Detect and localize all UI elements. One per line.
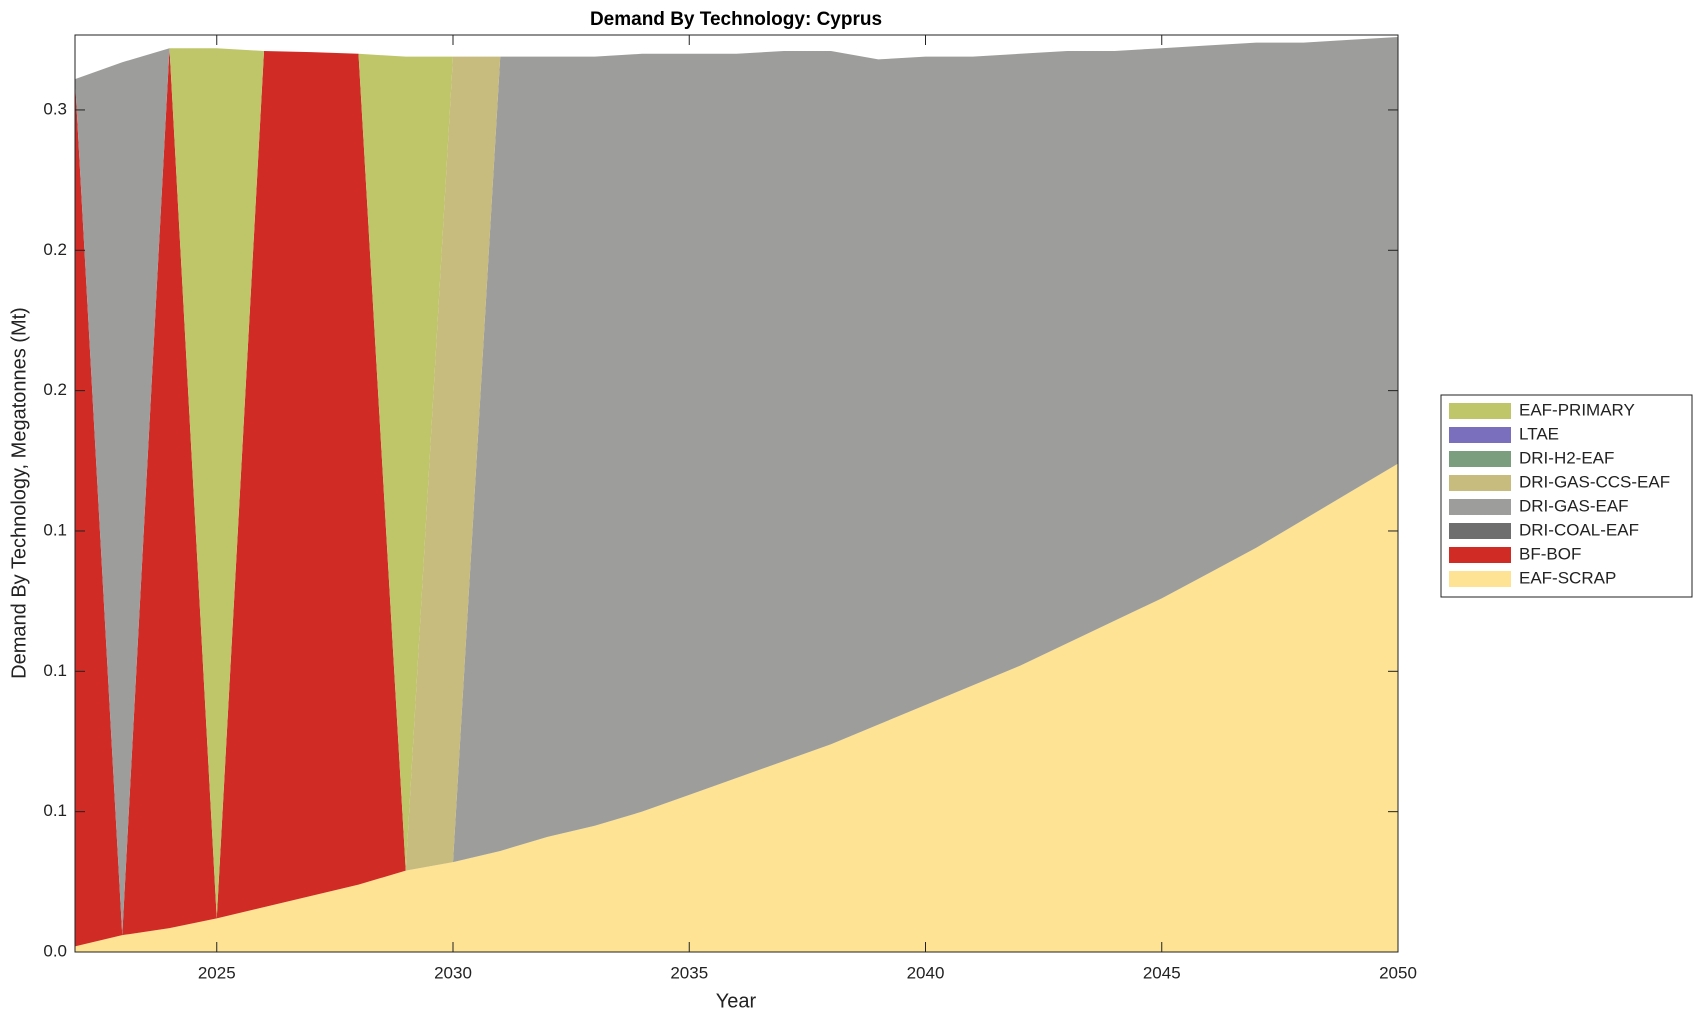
y-tick-label: 0.1 (43, 661, 67, 680)
y-axis-label: Demand By Technology, Megatonnes (Mt) (8, 307, 30, 679)
legend-swatch (1449, 523, 1511, 539)
x-tick-label: 2025 (198, 963, 236, 982)
legend-label: DRI-GAS-EAF (1519, 496, 1629, 515)
x-tick-label: 2045 (1143, 963, 1181, 982)
legend-label: DRI-COAL-EAF (1519, 520, 1639, 539)
x-tick-label: 2030 (434, 963, 472, 982)
y-tick-label: 0.1 (43, 801, 67, 820)
legend-swatch (1449, 451, 1511, 467)
x-tick-label: 2050 (1379, 963, 1417, 982)
x-tick-label: 2040 (907, 963, 945, 982)
legend-label: DRI-H2-EAF (1519, 448, 1614, 467)
area (75, 36, 1398, 936)
x-axis-label: Year (716, 990, 757, 1012)
area (75, 463, 1398, 952)
legend-label: EAF-SCRAP (1519, 568, 1616, 587)
legend-swatch (1449, 499, 1511, 515)
legend-swatch (1449, 427, 1511, 443)
legend-label: DRI-GAS-CCS-EAF (1519, 472, 1670, 491)
y-tick-label: 0.2 (43, 380, 67, 399)
legend-swatch (1449, 475, 1511, 491)
y-tick-label: 0.3 (43, 99, 67, 118)
chart-title: Demand By Technology: Cyprus (590, 9, 882, 30)
area (75, 36, 1398, 919)
legend-swatch (1449, 571, 1511, 587)
y-tick-label: 0.2 (43, 240, 67, 259)
x-tick-label: 2035 (670, 963, 708, 982)
legend-label: LTAE (1519, 424, 1559, 443)
y-tick-label: 0.0 (43, 941, 67, 960)
plot-area (75, 36, 1398, 952)
legend-swatch (1449, 547, 1511, 563)
legend-label: EAF-PRIMARY (1519, 400, 1635, 419)
legend-swatch (1449, 403, 1511, 419)
y-tick-label: 0.1 (43, 520, 67, 539)
axes-box (74, 34, 1399, 953)
legend-label: BF-BOF (1519, 544, 1581, 563)
area (75, 48, 1398, 947)
